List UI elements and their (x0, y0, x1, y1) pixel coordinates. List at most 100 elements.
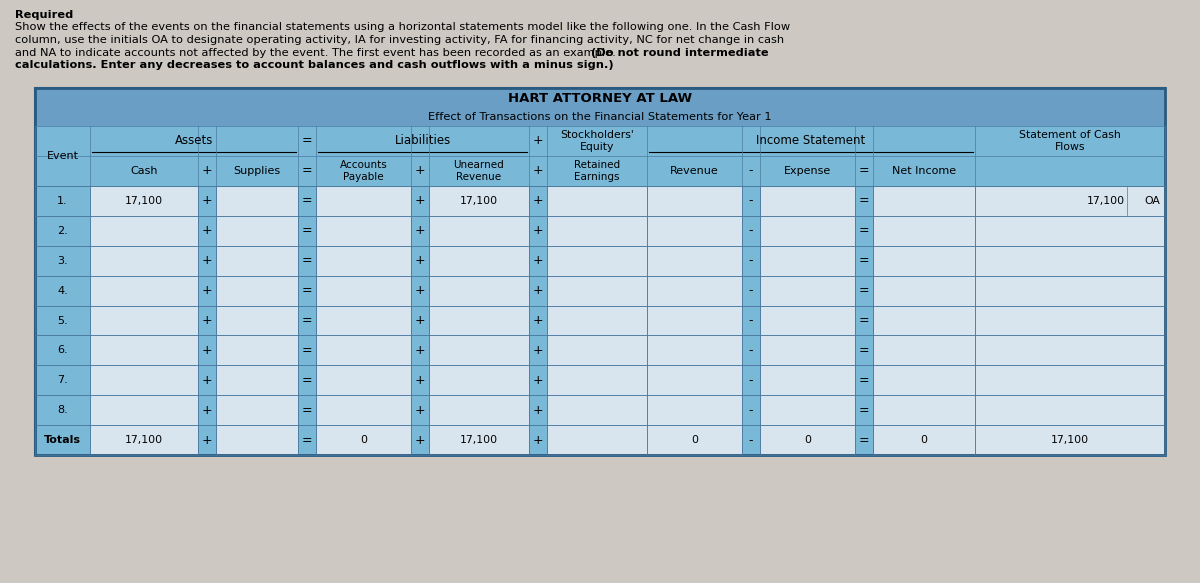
Bar (547, 216, 647, 246)
Bar (35, 88, 1165, 108)
Text: Accounts
Payable: Accounts Payable (340, 160, 388, 182)
Text: +: + (202, 403, 212, 417)
Bar (198, 186, 216, 216)
Bar (647, 246, 742, 276)
Bar (547, 186, 647, 216)
Text: =: = (301, 254, 312, 267)
Text: +: + (202, 284, 212, 297)
Bar (529, 335, 547, 366)
Bar (760, 276, 854, 305)
Bar (90, 366, 198, 395)
Bar (760, 246, 854, 276)
Bar (298, 216, 316, 246)
Text: Event: Event (47, 151, 78, 161)
Bar (974, 425, 1165, 455)
Text: Effect of Transactions on the Financial Statements for Year 1: Effect of Transactions on the Financial … (428, 112, 772, 122)
Bar (198, 246, 216, 276)
Bar (529, 366, 547, 395)
Bar (874, 216, 974, 246)
Bar (35, 425, 90, 455)
Bar (430, 395, 529, 425)
Text: Required: Required (14, 10, 73, 20)
Bar (90, 246, 198, 276)
Text: and NA to indicate accounts not affected by the event. The first event has been : and NA to indicate accounts not affected… (14, 47, 619, 58)
Bar (198, 425, 216, 455)
Bar (974, 366, 1165, 395)
Bar (647, 335, 742, 366)
Bar (874, 425, 974, 455)
Bar (216, 366, 298, 395)
Bar (410, 246, 430, 276)
Bar (854, 276, 874, 305)
Text: =: = (301, 403, 312, 417)
Text: +: + (533, 254, 544, 267)
Text: -: - (749, 344, 754, 357)
Bar (974, 395, 1165, 425)
Bar (90, 335, 198, 366)
Text: +: + (202, 195, 212, 208)
Bar (430, 305, 529, 335)
Bar (216, 305, 298, 335)
Bar (854, 335, 874, 366)
Bar (216, 246, 298, 276)
Text: +: + (533, 224, 544, 237)
Bar (742, 366, 760, 395)
Text: =: = (859, 195, 869, 208)
Text: =: = (301, 344, 312, 357)
Bar (647, 276, 742, 305)
Text: -: - (749, 284, 754, 297)
Bar (547, 246, 647, 276)
Text: =: = (859, 374, 869, 387)
Text: +: + (415, 434, 425, 447)
Bar (298, 186, 316, 216)
Bar (760, 366, 854, 395)
Bar (874, 305, 974, 335)
Text: =: = (859, 314, 869, 327)
Text: 2.: 2. (58, 226, 68, 236)
Bar (547, 335, 647, 366)
Text: 17,100: 17,100 (460, 196, 498, 206)
Bar (647, 186, 742, 216)
Text: Show the effects of the events on the financial statements using a horizontal st: Show the effects of the events on the fi… (14, 23, 790, 33)
Bar (316, 366, 410, 395)
Bar (760, 395, 854, 425)
Text: +: + (415, 374, 425, 387)
Text: -: - (749, 374, 754, 387)
Bar (529, 395, 547, 425)
Text: 1.: 1. (58, 196, 68, 206)
Bar (298, 305, 316, 335)
Bar (410, 366, 430, 395)
Bar (647, 305, 742, 335)
Text: +: + (533, 164, 544, 177)
Text: 17,100: 17,100 (1087, 196, 1126, 206)
Bar (90, 276, 198, 305)
Text: +: + (202, 314, 212, 327)
Text: Totals: Totals (44, 435, 82, 445)
Text: 0: 0 (920, 435, 928, 445)
Text: +: + (415, 164, 425, 177)
Bar (760, 186, 854, 216)
Text: +: + (202, 254, 212, 267)
Bar (216, 276, 298, 305)
Bar (647, 425, 742, 455)
Bar (874, 395, 974, 425)
Text: +: + (202, 374, 212, 387)
Bar (298, 395, 316, 425)
Text: 7.: 7. (58, 375, 68, 385)
Bar (35, 276, 90, 305)
Bar (198, 395, 216, 425)
Bar (90, 395, 198, 425)
Text: -: - (749, 195, 754, 208)
Bar (974, 246, 1165, 276)
Text: +: + (533, 284, 544, 297)
Bar (529, 305, 547, 335)
Text: =: = (859, 344, 869, 357)
Text: +: + (202, 224, 212, 237)
Bar (316, 246, 410, 276)
Bar (410, 276, 430, 305)
Bar (216, 186, 298, 216)
Text: +: + (415, 314, 425, 327)
Text: =: = (301, 135, 312, 147)
Bar (547, 305, 647, 335)
Text: Unearned
Revenue: Unearned Revenue (454, 160, 504, 182)
